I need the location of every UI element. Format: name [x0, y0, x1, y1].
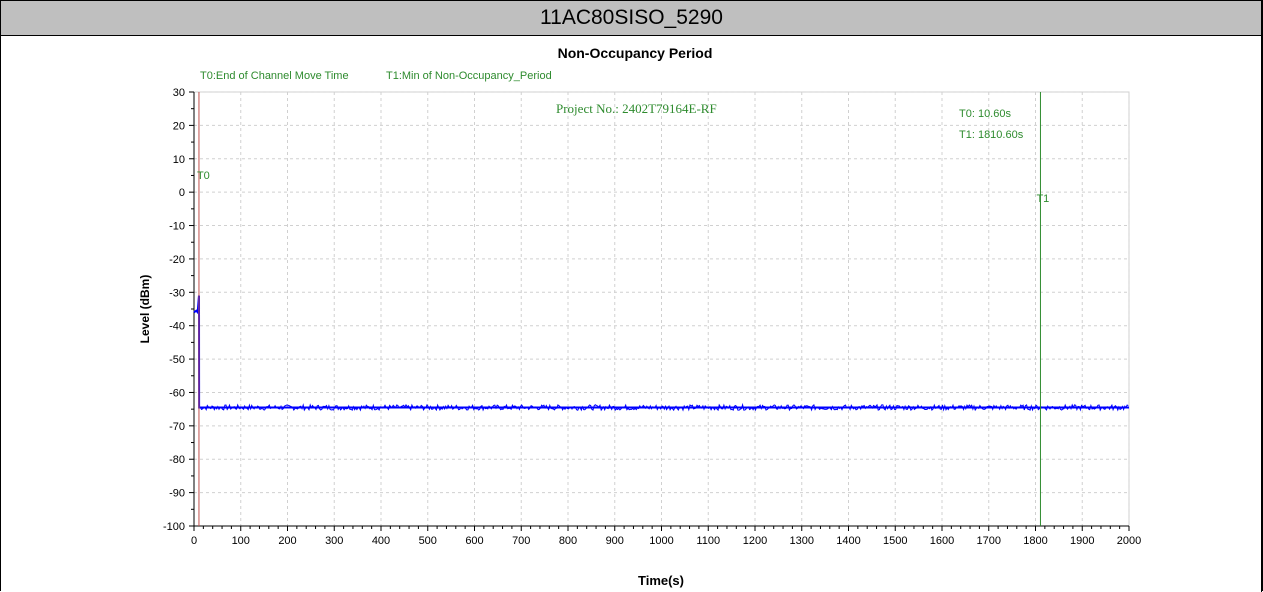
x-tick-label: 600 [465, 535, 483, 547]
y-ticks: 30 20 10 0 -10 -20 -30 -40 -50 -60 -70 -80 -90 -100 [163, 87, 194, 533]
marker-layer: T0 T1 [197, 92, 1049, 526]
x-tick-label: 1600 [930, 535, 954, 547]
right-border [1261, 1, 1262, 592]
y-tick-label: -30 [169, 287, 185, 299]
y-tick-label: -70 [169, 421, 185, 433]
y-tick-label: 30 [173, 87, 185, 99]
header-title: 11AC80SISO_5290 [540, 6, 723, 29]
readout-t0: T0: 10.60s [959, 108, 1011, 120]
y-tick-label: 20 [173, 120, 185, 132]
x-tick-label: 500 [419, 535, 437, 547]
readout-t1: T1: 1810.60s [959, 129, 1024, 141]
x-tick-label: 200 [278, 535, 296, 547]
x-tick-label: 800 [559, 535, 577, 547]
x-tick-label: 1100 [696, 535, 720, 547]
x-tick-label: 700 [512, 535, 530, 547]
x-tick-label: 1200 [743, 535, 767, 547]
y-axis-title: Level (dBm) [138, 275, 152, 344]
y-tick-label: 10 [173, 154, 185, 166]
x-tick-label: 100 [232, 535, 250, 547]
marker-label-t0: T0 [197, 170, 210, 182]
series-noise-0 [198, 402, 1129, 412]
x-tick-label: 300 [325, 535, 343, 547]
y-tick-label: -60 [169, 387, 185, 399]
x-tick-label: 1300 [790, 535, 814, 547]
chart-area: 0 100 200 300 400 500 600 700 800 900 1000 1100 1200… [138, 45, 1141, 588]
y-tick-label: -10 [169, 221, 185, 233]
y-tick-label: -100 [163, 521, 185, 533]
marker-label-t1: T1 [1036, 193, 1049, 205]
header-bar: 11AC80SISO_5290 [1, 1, 1262, 36]
y-tick-label: -50 [169, 354, 185, 366]
x-tick-label: 1900 [1070, 535, 1094, 547]
grid [194, 91, 1130, 526]
y-tick-label: -80 [169, 454, 185, 466]
legend-item-t0: T0:End of Channel Move Time [200, 70, 349, 82]
x-tick-label: 900 [606, 535, 624, 547]
x-tick-label: 1000 [649, 535, 673, 547]
x-tick-label: 1700 [977, 535, 1001, 547]
x-axis-title: Time(s) [638, 573, 684, 588]
y-tick-label: 0 [179, 187, 185, 199]
legend-item-t1: T1:Min of Non-Occupancy_Period [386, 70, 552, 82]
x-tick-label: 1800 [1023, 535, 1047, 547]
x-tick-label: 2000 [1117, 535, 1141, 547]
y-tick-label: -90 [169, 488, 185, 500]
x-ticks: 0 100 200 300 400 500 600 700 800 900 1000 1100 1200… [191, 526, 1141, 547]
y-tick-label: -20 [169, 254, 185, 266]
project-annotation: Project No.: 2402T79164E-RF [556, 101, 717, 116]
x-tick-label: 400 [372, 535, 390, 547]
chart-title: Non-Occupancy Period [558, 45, 713, 61]
x-tick-label: 1500 [883, 535, 907, 547]
y-tick-label: -40 [169, 321, 185, 333]
x-tick-label: 1400 [836, 535, 860, 547]
x-tick-label: 0 [191, 535, 197, 547]
